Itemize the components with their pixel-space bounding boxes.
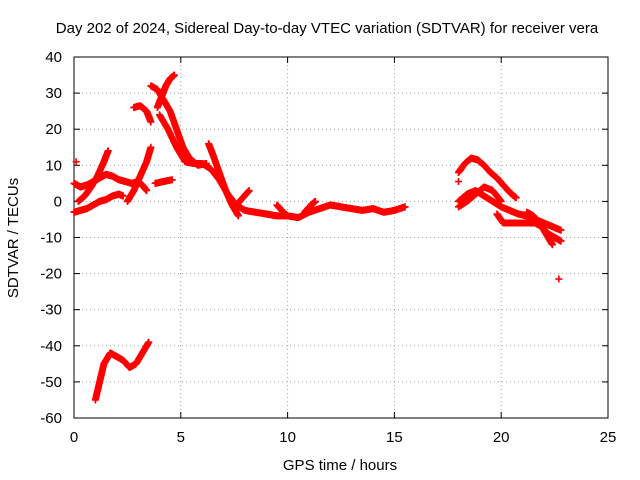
data-point: [245, 187, 253, 195]
data-point: [170, 71, 178, 79]
series-trace-5: [130, 102, 155, 126]
data-point: [284, 212, 292, 220]
x-tick-label: 5: [177, 429, 185, 446]
grid: [74, 57, 608, 418]
series-trace-17: [454, 154, 520, 202]
data-point: [104, 147, 112, 155]
chart-title: Day 202 of 2024, Sidereal Day-to-day VTE…: [56, 20, 599, 37]
y-tick-label: -10: [40, 230, 62, 247]
data-point: [401, 203, 409, 211]
y-axis-label: SDTVAR / TECUs: [5, 178, 22, 298]
series-trace-10: [205, 140, 242, 220]
series-trace-7: [153, 71, 178, 112]
data-point: [454, 178, 462, 186]
series-trace-20: [493, 210, 565, 245]
y-tick-label: -60: [40, 410, 62, 427]
data-point: [147, 143, 155, 151]
x-axis-label: GPS time / hours: [283, 457, 397, 474]
series-trace-2: [70, 190, 127, 216]
series-trace-22: [555, 275, 563, 283]
series-trace-9: [155, 111, 409, 222]
tick-labels: 0 5 10 15 20 25 -60 -50 -40 -30 -20 -10 0 10 20 30 40: [40, 49, 616, 446]
data-point: [497, 197, 505, 205]
data-point: [548, 241, 556, 249]
data-point: [555, 275, 563, 283]
y-tick-label: -20: [40, 266, 62, 283]
data-point: [557, 237, 565, 245]
data-point: [512, 194, 520, 202]
y-tick-label: 0: [54, 193, 62, 210]
y-tick-label: 30: [45, 85, 62, 102]
series-trace-14: [72, 158, 80, 166]
series-trace-11: [232, 187, 253, 209]
y-tick-label: 10: [45, 157, 62, 174]
x-tick-label: 0: [70, 429, 78, 446]
data-point: [168, 176, 176, 184]
series-trace-21: [523, 208, 556, 249]
series-trace-16: [454, 178, 462, 186]
axes: [73, 56, 609, 419]
x-tick-label: 25: [600, 429, 617, 446]
data-point: [147, 118, 155, 126]
x-tick-label: 10: [279, 429, 296, 446]
x-tick-label: 20: [493, 429, 510, 446]
y-tick-label: 40: [45, 49, 62, 66]
series-trace-15: [91, 338, 153, 404]
y-tick-label: 20: [45, 121, 62, 138]
data-point: [119, 192, 127, 200]
series-trace-4: [123, 143, 155, 205]
y-tick-label: -30: [40, 302, 62, 319]
series-group: [70, 71, 565, 404]
series-trace-12: [273, 201, 292, 220]
series-trace-8: [151, 176, 176, 187]
x-tick-label: 15: [386, 429, 403, 446]
data-point: [72, 158, 80, 166]
data-point: [143, 187, 151, 195]
data-point: [557, 226, 565, 234]
data-point: [145, 338, 153, 346]
y-tick-label: -40: [40, 338, 62, 355]
series-trace-19: [454, 183, 505, 211]
series-trace-3: [74, 147, 112, 205]
y-tick-label: -50: [40, 374, 62, 391]
data-point: [311, 197, 319, 205]
series-trace-13: [301, 197, 319, 216]
data-point: [234, 212, 242, 220]
